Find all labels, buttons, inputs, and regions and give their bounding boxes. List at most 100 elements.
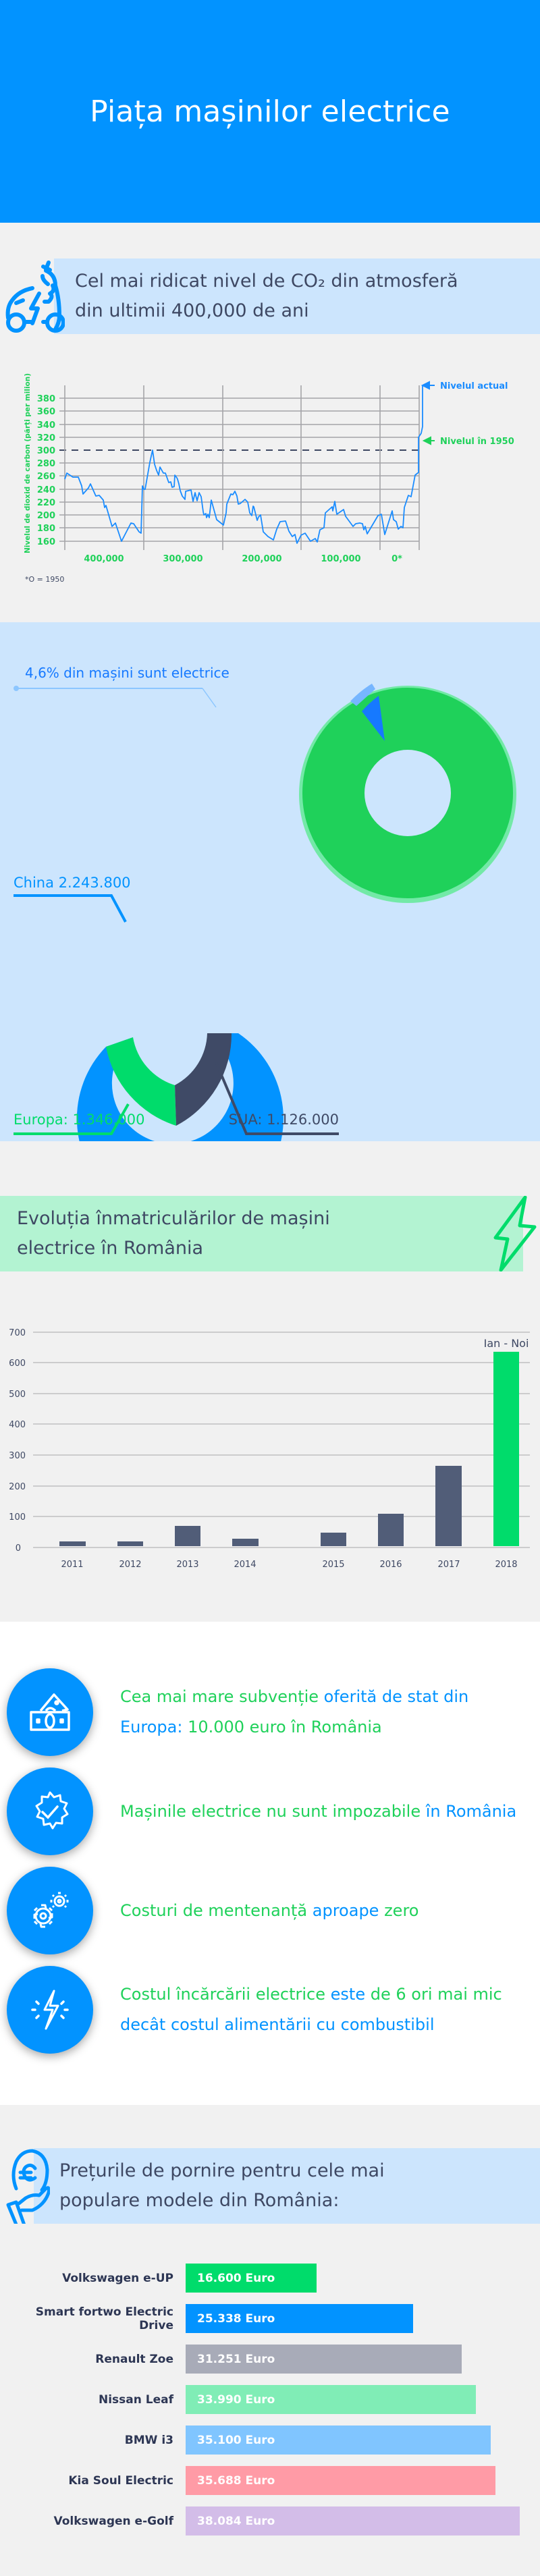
- badge-check-icon: [35, 1791, 69, 1830]
- prices-section: Prețurile de pornire pentru cele mai pop…: [0, 2105, 540, 2576]
- svg-text:340: 340: [37, 420, 55, 431]
- svg-text:260: 260: [37, 472, 55, 482]
- price-bar: 31.251 Euro: [186, 2345, 462, 2374]
- model-name: Volkswagen e-Golf: [53, 2514, 174, 2528]
- hero-header: Piața mașinilor electrice: [0, 0, 540, 223]
- model-name: Smart fortwo Electric Drive: [35, 2305, 173, 2332]
- benefit-item: Costuri de mentenanță aproape zero: [7, 1867, 533, 1954]
- svg-text:2011: 2011: [61, 1560, 83, 1570]
- euro-hand-icon: [6, 2149, 50, 2224]
- registrations-bar-chart: 700 600 500 400 300 200 100 0 Ian - Noi …: [9, 1328, 530, 1570]
- benefit-item: Cea mai mare subvenție oferită de stat d…: [7, 1668, 533, 1756]
- price-row: Nissan Leaf 33.990 Euro: [0, 2385, 540, 2414]
- price-bar: 16.600 Euro: [186, 2264, 317, 2293]
- lightning-icon: [493, 1196, 537, 1271]
- bar-2015: [321, 1533, 346, 1546]
- svg-text:2013: 2013: [176, 1560, 198, 1570]
- regional-donut: [76, 1033, 284, 1141]
- europe-label: Europa: 1.346.000: [14, 1112, 144, 1128]
- bar-2016: [378, 1514, 404, 1546]
- co2-line-chart: Nivelul de dioxid de carbon (părți per m…: [24, 373, 514, 584]
- benefit-text: Mașinile electrice nu sunt impozabile în…: [120, 1801, 517, 1821]
- price-bar: 35.688 Euro: [186, 2466, 495, 2495]
- bar-2012: [117, 1541, 143, 1546]
- benefit-text: Costuri de mentenanță aproape zero: [120, 1900, 419, 1920]
- benefit-icon-circle: [7, 1668, 93, 1756]
- lightning-charge-icon: [31, 1990, 69, 2030]
- model-name: Kia Soul Electric: [68, 2473, 173, 2488]
- price-bar: 38.084 Euro: [186, 2506, 520, 2536]
- svg-text:600: 600: [9, 1359, 26, 1369]
- money-icon: [30, 1693, 70, 1731]
- model-name: Renault Zoe: [95, 2352, 173, 2366]
- svg-text:300: 300: [37, 446, 55, 456]
- benefit-icon-circle: [7, 1966, 93, 2054]
- price-bar: 33.990 Euro: [186, 2385, 476, 2414]
- registrations-banner: Evoluția înmatriculărilor de mașini elec…: [0, 1196, 540, 1271]
- registrations-section: Evoluția înmatriculărilor de mașini elec…: [0, 1141, 540, 1622]
- gears-icon: [33, 1892, 69, 1928]
- europe-slice: [106, 1037, 176, 1126]
- price-bar: 35.100 Euro: [186, 2426, 491, 2455]
- electric-share-donut: [299, 684, 516, 903]
- y-axis-label: Nivelul de dioxid de carbon (părți per m…: [24, 373, 32, 553]
- market-share-charts: 4,6% din mașini sunt electrice China 2.2…: [14, 665, 516, 1141]
- svg-text:100: 100: [9, 1512, 26, 1523]
- svg-text:500: 500: [9, 1390, 26, 1400]
- svg-text:2014: 2014: [234, 1560, 256, 1570]
- china-label: China 2.243.800: [14, 875, 131, 891]
- electric-share-label: 4,6% din mașini sunt electrice: [25, 665, 230, 681]
- benefits-section: Cea mai mare subvenție oferită de stat d…: [0, 1622, 540, 2105]
- prices-banner: Prețurile de pornire pentru cele mai pop…: [0, 2148, 540, 2224]
- svg-text:100,000: 100,000: [321, 554, 360, 564]
- price-row: Smart fortwo Electric Drive 25.338 Euro: [0, 2304, 540, 2333]
- benefit-text: Cea mai mare subvenție oferită de stat d…: [120, 1687, 469, 1736]
- svg-text:180: 180: [37, 524, 55, 534]
- svg-text:220: 220: [37, 498, 55, 508]
- china-slice: [76, 1033, 284, 1141]
- usa-label: SUA: 1.126.000: [229, 1112, 339, 1128]
- benefit-item: Mașinile electrice nu sunt impozabile în…: [7, 1767, 533, 1855]
- svg-text:240: 240: [37, 485, 55, 495]
- svg-text:300: 300: [9, 1451, 26, 1461]
- co2-banner: Cel mai ridicat nivel de CO₂ din atmosfe…: [0, 258, 540, 334]
- annotation-1950-level: Nivelul în 1950: [440, 437, 514, 447]
- svg-text:400: 400: [9, 1420, 26, 1430]
- svg-text:2012: 2012: [119, 1560, 141, 1570]
- page-title: Piața mașinilor electrice: [90, 94, 450, 129]
- svg-text:160: 160: [37, 537, 55, 547]
- benefit-item: Costul încărcării electrice este de 6 or…: [7, 1966, 533, 2054]
- svg-text:2018: 2018: [495, 1560, 517, 1570]
- bar-2014: [232, 1539, 259, 1546]
- bar-2018: [493, 1352, 519, 1546]
- svg-text:400,000: 400,000: [84, 554, 124, 564]
- market-share-section: 4,6% din mașini sunt electrice China 2.2…: [0, 622, 540, 1141]
- svg-text:2015: 2015: [322, 1560, 344, 1570]
- svg-text:200: 200: [9, 1482, 26, 1492]
- electric-car-icon: [5, 261, 65, 333]
- svg-text:0*: 0*: [392, 554, 402, 564]
- prices-banner-text: Prețurile de pornire pentru cele mai pop…: [59, 2160, 385, 2211]
- model-name: BMW i3: [124, 2433, 173, 2447]
- electric-share-slice: [362, 696, 385, 741]
- model-name: Nissan Leaf: [98, 2392, 173, 2407]
- usa-slice: [175, 1033, 232, 1126]
- co2-footnote: *O = 1950: [25, 575, 64, 584]
- co2-section: Cel mai ridicat nivel de CO₂ din atmosfe…: [0, 223, 540, 622]
- co2-banner-text: Cel mai ridicat nivel de CO₂ din atmosfe…: [75, 271, 458, 321]
- svg-text:300,000: 300,000: [163, 554, 202, 564]
- bar-2017: [435, 1466, 462, 1546]
- annotation-current-level: Nivelul actual: [440, 381, 508, 391]
- benefit-text: Costul încărcării electrice este de 6 or…: [120, 1985, 502, 2034]
- bar-2011: [59, 1541, 86, 1546]
- svg-text:280: 280: [37, 459, 55, 469]
- price-row: Kia Soul Electric 35.688 Euro: [0, 2466, 540, 2495]
- price-row: Volkswagen e-Golf 38.084 Euro: [0, 2506, 540, 2536]
- benefit-icon-circle: [7, 1767, 93, 1855]
- svg-text:700: 700: [9, 1328, 26, 1338]
- svg-text:320: 320: [37, 433, 55, 443]
- bar-2013: [175, 1526, 200, 1546]
- model-name: Volkswagen e-UP: [62, 2271, 173, 2285]
- svg-text:2017: 2017: [437, 1560, 460, 1570]
- price-row: Volkswagen e-UP 16.600 Euro: [0, 2264, 540, 2293]
